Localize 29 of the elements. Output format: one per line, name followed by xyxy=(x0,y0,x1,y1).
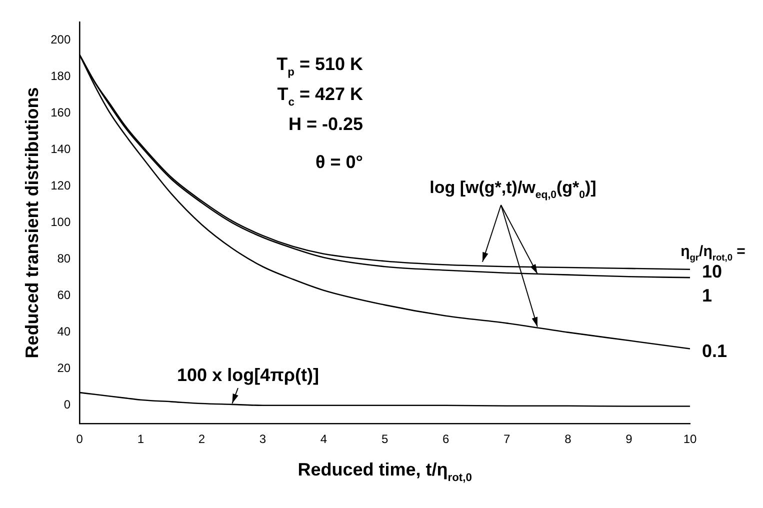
x-tick-label: 0 xyxy=(76,432,84,446)
x-tick-label: 2 xyxy=(198,432,206,446)
x-tick-label: 3 xyxy=(259,432,266,446)
y-axis-title: Reduced transient distributions xyxy=(22,87,42,358)
y-tick-label: 40 xyxy=(57,324,71,339)
y-tick-label: 20 xyxy=(57,361,71,376)
x-tick-label: 5 xyxy=(381,432,388,446)
y-tick-label: 60 xyxy=(57,288,71,302)
x-tick-label: 1 xyxy=(137,432,144,446)
y-tick-label: 180 xyxy=(50,69,71,84)
x-tick-label: 8 xyxy=(564,432,572,446)
series-label: 1 xyxy=(702,286,712,306)
y-tick-label: 0 xyxy=(64,398,71,412)
annotation: θ = 0° xyxy=(316,152,363,172)
y-tick-label: 80 xyxy=(57,252,71,266)
annotation: H = -0.25 xyxy=(288,114,364,134)
series-label: 100 x log[4πρ(t)] xyxy=(177,365,319,385)
y-tick-label: 120 xyxy=(50,178,71,193)
x-tick-label: 10 xyxy=(683,432,697,446)
y-tick-label: 200 xyxy=(50,32,71,47)
x-tick-label: 7 xyxy=(504,432,511,446)
y-tick-label: 100 xyxy=(50,215,71,230)
x-tick-label: 9 xyxy=(626,432,633,446)
y-tick-label: 160 xyxy=(50,106,71,120)
x-tick-label: 4 xyxy=(320,432,328,446)
series-label: 0.1 xyxy=(702,340,728,361)
series-label: 10 xyxy=(702,261,722,282)
x-tick-label: 6 xyxy=(442,432,450,446)
y-tick-label: 140 xyxy=(50,142,71,156)
